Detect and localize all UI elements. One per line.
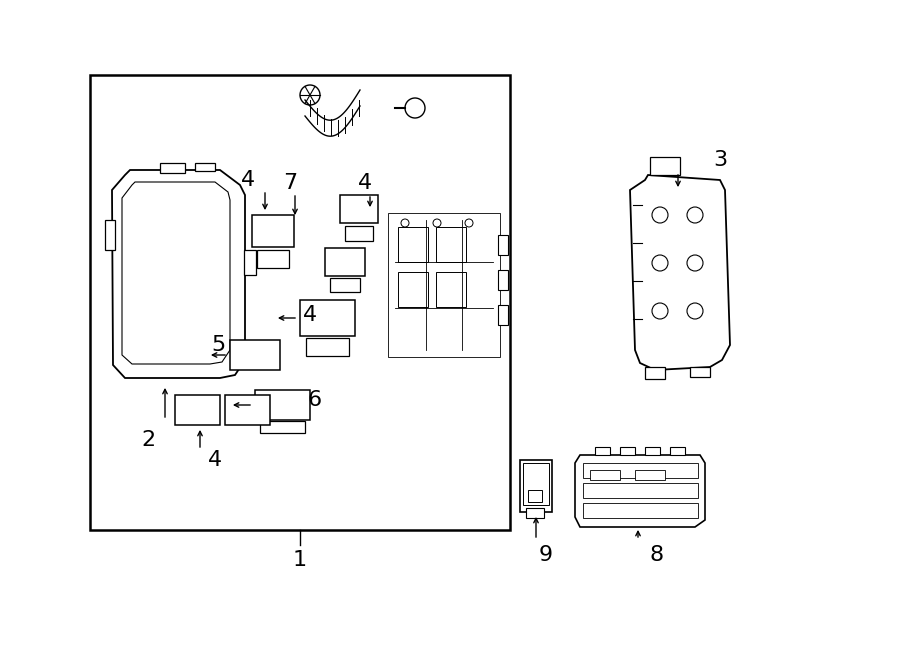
Bar: [590, 470, 620, 480]
Bar: [244, 250, 256, 275]
Bar: [160, 163, 185, 173]
Bar: [345, 226, 373, 241]
Bar: [230, 340, 280, 370]
Bar: [523, 463, 549, 505]
Text: 4: 4: [241, 170, 255, 190]
Text: 2: 2: [141, 430, 155, 450]
Bar: [340, 195, 378, 223]
Text: 1: 1: [292, 550, 307, 570]
Text: 3: 3: [713, 150, 727, 170]
Bar: [255, 390, 310, 420]
Circle shape: [687, 207, 703, 223]
Circle shape: [652, 303, 668, 319]
Circle shape: [433, 219, 441, 227]
Text: 9: 9: [539, 545, 554, 565]
Text: 4: 4: [303, 305, 317, 325]
Bar: [620, 447, 635, 455]
Bar: [526, 508, 544, 518]
Bar: [498, 305, 508, 325]
Circle shape: [401, 219, 409, 227]
Bar: [650, 157, 680, 175]
Text: 7: 7: [283, 173, 297, 193]
Bar: [325, 248, 365, 276]
Bar: [300, 300, 355, 336]
Bar: [583, 483, 698, 498]
Bar: [388, 213, 500, 357]
Bar: [436, 272, 466, 307]
Circle shape: [652, 207, 668, 223]
Bar: [583, 463, 698, 478]
Bar: [257, 250, 289, 268]
Circle shape: [652, 255, 668, 271]
Bar: [306, 338, 349, 356]
Bar: [645, 447, 660, 455]
Bar: [195, 163, 215, 171]
Text: 4: 4: [358, 173, 372, 193]
Bar: [645, 367, 665, 379]
Bar: [105, 220, 115, 250]
Circle shape: [300, 85, 320, 105]
Circle shape: [405, 98, 425, 118]
Text: 4: 4: [208, 450, 222, 470]
Bar: [498, 235, 508, 255]
Text: 5: 5: [211, 335, 225, 355]
Bar: [635, 470, 665, 480]
Bar: [670, 447, 685, 455]
Circle shape: [687, 255, 703, 271]
Circle shape: [465, 219, 473, 227]
Bar: [398, 227, 428, 262]
Bar: [690, 367, 710, 377]
Bar: [90, 75, 510, 530]
Text: 8: 8: [650, 545, 664, 565]
Bar: [498, 270, 508, 290]
Bar: [436, 227, 466, 262]
Bar: [330, 278, 360, 292]
Bar: [390, 215, 498, 355]
Bar: [520, 460, 552, 512]
Bar: [260, 421, 305, 433]
Bar: [595, 447, 610, 455]
Circle shape: [687, 303, 703, 319]
Bar: [252, 215, 294, 247]
Bar: [175, 395, 220, 425]
Bar: [583, 503, 698, 518]
Bar: [528, 490, 542, 502]
Bar: [225, 395, 270, 425]
Text: 6: 6: [308, 390, 322, 410]
Bar: [398, 272, 428, 307]
